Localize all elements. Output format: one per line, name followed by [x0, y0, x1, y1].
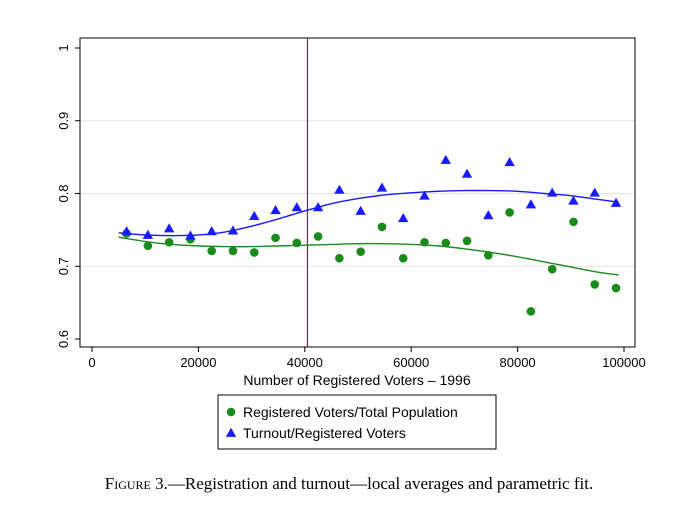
turnout-point: [142, 229, 154, 239]
turnout-point: [206, 226, 217, 236]
registration-point: [249, 248, 259, 257]
registration-point: [462, 236, 472, 246]
registration-point: [505, 208, 514, 217]
y-tick-label: 0.7: [56, 257, 71, 275]
legend-marker-registration: [226, 407, 236, 417]
turnout-point: [610, 197, 622, 207]
data-points: [121, 154, 622, 316]
x-tick-label: 60000: [393, 355, 429, 370]
registration-point: [611, 283, 621, 293]
turnout-point: [376, 182, 388, 192]
legend-label-registration: Registered Voters/Total Population: [243, 404, 458, 420]
registration-point: [164, 237, 174, 247]
registration-point: [356, 247, 365, 256]
x-tick-label: 0: [88, 355, 95, 370]
x-tick-label: 80000: [500, 355, 536, 370]
registration-point: [484, 251, 493, 260]
turnout-point: [589, 187, 600, 197]
turnout-point: [525, 199, 537, 209]
registration-point: [143, 241, 153, 251]
figure-caption: Figure 3.—Registration and turnout—local…: [0, 474, 698, 494]
turnout-point: [227, 225, 239, 235]
turnout-point: [419, 190, 430, 200]
y-tick-label: 1: [56, 44, 71, 51]
registration-point: [547, 264, 557, 274]
y-tick-label: 0.6: [56, 330, 71, 348]
x-tick-label: 100000: [602, 355, 645, 370]
registration-point: [590, 280, 600, 289]
x-tick-label: 40000: [287, 355, 323, 370]
y-tick-label: 0.9: [56, 112, 71, 130]
turnout-point: [546, 187, 558, 197]
registration-point: [441, 238, 451, 248]
turnout-point: [185, 230, 196, 240]
turnout-point: [163, 223, 175, 233]
x-axis: 0 20000 40000 60000 80000 100000: [88, 347, 646, 370]
turnout-point: [312, 202, 324, 212]
legend-label-turnout: Turnout/Registered Voters: [243, 425, 406, 441]
figure-label: Figure 3.: [104, 474, 168, 493]
turnout-point: [334, 184, 345, 194]
x-tick-label: 20000: [180, 355, 216, 370]
registration-fit-line: [118, 236, 619, 276]
turnout-fit-line: [118, 189, 619, 237]
y-tick-label: 0.8: [56, 184, 71, 202]
turnout-point: [461, 168, 473, 178]
turnout-point: [568, 195, 579, 205]
turnout-point: [398, 213, 409, 223]
turnout-point: [121, 226, 132, 236]
plot-frame: [79, 37, 636, 348]
chart: 0.6 0.7 0.8 0.9 1 0 20000 40000 60000 80000 10000…: [56, 37, 646, 450]
y-axis: 0.6 0.7 0.8 0.9 1: [56, 44, 80, 348]
registration-point: [420, 237, 429, 247]
turnout-point: [291, 202, 303, 212]
registration-point: [569, 217, 578, 227]
registration-point: [313, 232, 323, 241]
fit-lines: [118, 189, 619, 276]
registration-point: [207, 246, 216, 256]
caption-text: —Registration and turnout—local averages…: [167, 474, 594, 493]
registration-point: [292, 238, 302, 248]
legend-box: [217, 394, 497, 450]
x-axis-title: Number of Registered Voters – 1996: [243, 372, 470, 388]
registration-point: [335, 253, 344, 263]
legend: Registered Voters/Total Population Turnou…: [217, 394, 497, 450]
registration-point: [526, 307, 536, 316]
turnout-point: [504, 157, 515, 167]
legend-marker-turnout: [225, 427, 237, 437]
registration-point: [377, 222, 387, 232]
turnout-point: [355, 205, 366, 215]
turnout-point: [249, 210, 260, 220]
registration-point: [271, 233, 280, 243]
registration-point: [398, 253, 408, 263]
turnout-point: [483, 210, 494, 220]
registration-point: [228, 246, 238, 256]
turnout-point: [270, 205, 281, 215]
turnout-point: [440, 154, 451, 164]
